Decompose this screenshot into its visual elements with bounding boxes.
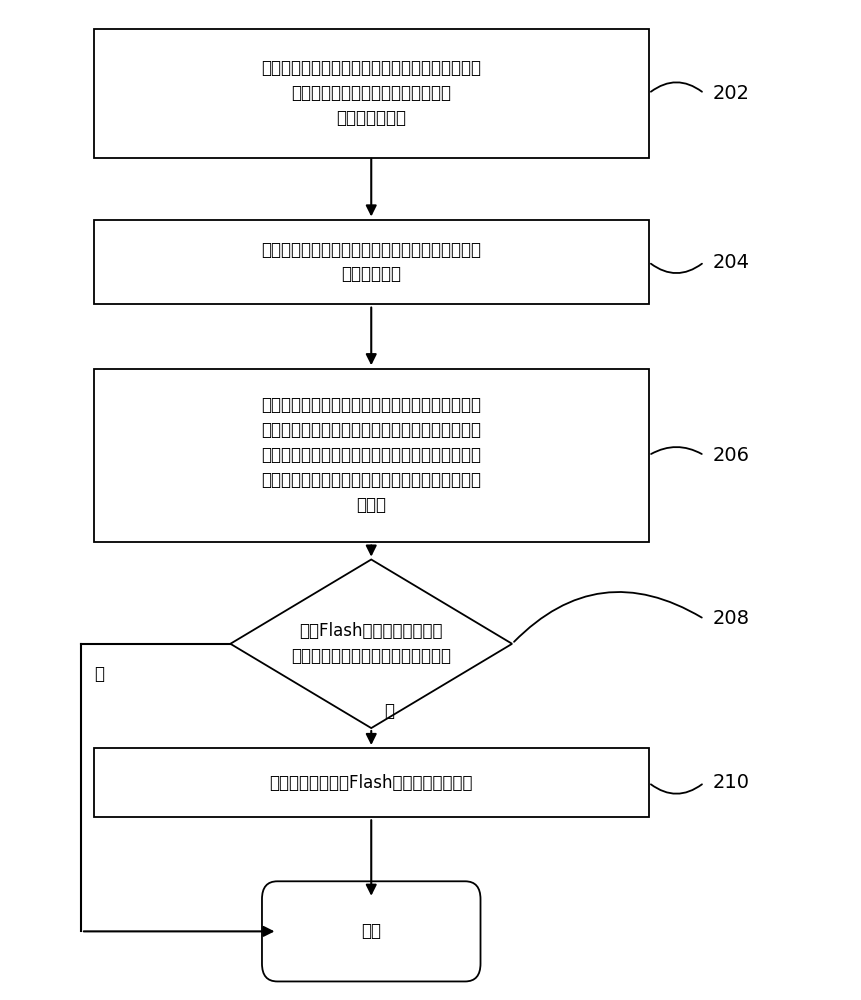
Text: 206: 206 [712, 446, 749, 465]
Text: 结束: 结束 [361, 922, 381, 940]
FancyBboxPatch shape [94, 369, 648, 542]
Text: 210: 210 [712, 773, 749, 792]
FancyBboxPatch shape [94, 748, 648, 817]
Text: 读取由一个或多个通用输入输出接口构成的速度选
择器的逻辑值: 读取由一个或多个通用输入输出接口构成的速度选 择器的逻辑值 [261, 240, 480, 284]
FancyBboxPatch shape [94, 220, 648, 304]
Text: 202: 202 [712, 84, 749, 103]
FancyBboxPatch shape [262, 881, 480, 981]
Text: 否: 否 [384, 702, 393, 720]
Text: 判断Flash区域的指定地址中
内容是否为该速度值所对应的标识值: 判断Flash区域的指定地址中 内容是否为该速度值所对应的标识值 [291, 622, 450, 665]
Text: 208: 208 [712, 609, 749, 629]
Text: 预先建立逻辑值与速度值之间的配置关系，以及预
先建立速度值与表示速度值的标识值
之间的对应关系: 预先建立逻辑值与速度值之间的配置关系，以及预 先建立速度值与表示速度值的标识值 … [261, 59, 480, 127]
Text: 将该标识值写入到Flash区域的指定地址中: 将该标识值写入到Flash区域的指定地址中 [269, 774, 473, 792]
FancyBboxPatch shape [94, 29, 648, 158]
Text: 204: 204 [712, 252, 749, 271]
Text: 是: 是 [94, 665, 103, 683]
Text: 根据该逻辑值从预先建立的逻辑值与速度值之间的
配置关系中，获取该逻辑值所对应的速度值，以及
根据该速度值从预先建立的速度值与表示速度值的
标识值之间的对应关系中: 根据该逻辑值从预先建立的逻辑值与速度值之间的 配置关系中，获取该逻辑值所对应的速… [261, 396, 480, 514]
Polygon shape [230, 560, 511, 728]
